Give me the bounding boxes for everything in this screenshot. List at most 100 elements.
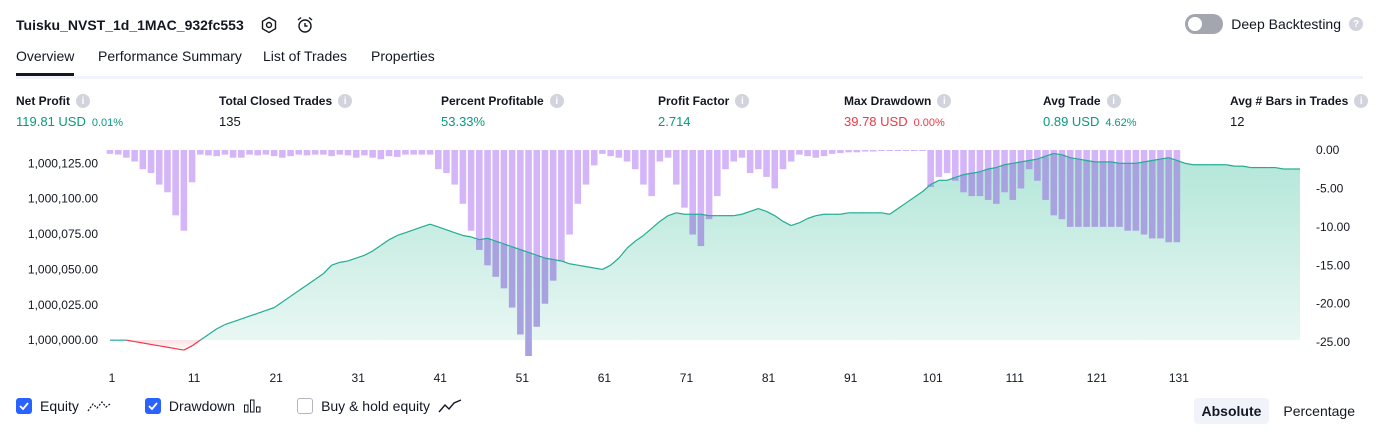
drawdown-bar [828, 150, 836, 154]
drawdown-bar [131, 150, 138, 162]
legend-equity[interactable]: Equity [16, 398, 111, 414]
metric-value: 0.89 USD [1043, 114, 1100, 129]
equity-line-segment [462, 234, 472, 238]
tab-performance-summary[interactable]: Performance Summary [98, 48, 242, 64]
drawdown-bar [393, 150, 401, 157]
equity-line-segment [766, 210, 776, 217]
info-icon[interactable]: ? [1349, 17, 1363, 31]
equity-line-segment [676, 212, 685, 215]
equity-line-segment [774, 215, 784, 222]
equity-line-segment [429, 223, 439, 228]
drawdown-bar [549, 150, 557, 281]
left-tick-label: 1,000,000.00 [28, 333, 98, 347]
equity-line-segment [306, 278, 316, 286]
settings-icon[interactable] [258, 14, 280, 36]
equity-line-segment [282, 295, 291, 303]
drawdown-bar [681, 150, 688, 208]
drawdown-bar [582, 150, 590, 185]
drawdown-checkbox[interactable] [144, 398, 161, 414]
drawdown-bar [730, 150, 738, 162]
metric-avg-bars: Avg # Bars in Trades i 12 [1230, 94, 1369, 129]
metric-label: Avg Trade [1043, 94, 1101, 108]
percentage-button[interactable]: Percentage [1283, 403, 1355, 419]
info-icon[interactable]: i [1106, 94, 1121, 108]
equity-line-segment [1176, 159, 1186, 164]
buy-hold-checkbox[interactable] [297, 398, 314, 414]
equity-line-segment [495, 240, 505, 245]
equity-line-segment [1275, 166, 1284, 170]
equity-line-segment [905, 196, 915, 204]
equity-line-segment [913, 191, 923, 198]
info-icon[interactable]: i [937, 94, 952, 108]
info-icon[interactable]: i [1354, 94, 1369, 108]
info-icon[interactable]: i [735, 94, 750, 108]
equity-line-segment [749, 208, 759, 212]
drawdown-overlap-bar [508, 246, 516, 308]
right-tick-label: -5.00 [1316, 181, 1344, 195]
drawdown-bar [123, 150, 130, 158]
drawdown-bar [270, 150, 278, 157]
drawdown-bar [443, 150, 450, 174]
equity-line-segment [232, 318, 242, 323]
deep-backtesting-toggle[interactable] [1185, 14, 1224, 34]
legend-drawdown[interactable]: Drawdown [144, 398, 263, 414]
drawdown-bar [434, 150, 442, 170]
drawdown-overlap-bar [1116, 163, 1123, 227]
equity-line-segment [216, 324, 226, 330]
left-tick-label: 1,000,100.00 [28, 192, 98, 206]
drawdown-bar [500, 150, 508, 289]
tab-properties[interactable]: Properties [371, 48, 435, 64]
drawdown-overlap-bar [484, 238, 491, 266]
drawdown-bar [664, 150, 672, 158]
equity-drawdown-chart: 1,000,000.00 1,000,025.00 1,000,050.00 1,00… [28, 143, 1350, 385]
drawdown-bar [336, 150, 344, 155]
tab-bar: Overview Performance Summary List of Tra… [16, 44, 1363, 79]
drawdown-bar [656, 150, 664, 162]
info-icon[interactable]: i [338, 94, 353, 108]
drawdown-overlap-bar [993, 167, 1000, 204]
drawdown-bar [467, 150, 475, 231]
tab-list-of-trades[interactable]: List of Trades [263, 48, 348, 64]
left-axis: 1,000,000.00 1,000,025.00 1,000,050.00 1,00… [28, 156, 98, 347]
equity-loss-area [110, 340, 1300, 351]
equity-checkbox[interactable] [16, 398, 32, 414]
tab-overview[interactable]: Overview [16, 48, 75, 76]
equity-line-segment [397, 232, 406, 237]
equity-line-segment [388, 234, 398, 241]
deep-backtesting: Deep Backtesting ? [1185, 14, 1363, 34]
info-icon[interactable]: i [549, 94, 564, 108]
right-axis: 0.00 -5.00 -10.00 -15.00 -20.00 -25.00 [1316, 143, 1350, 349]
strategy-header: Tuisku_NVST_1d_1MAC_932fc553 [16, 14, 316, 36]
line-chart-icon [438, 399, 462, 413]
equity-line-segment [1242, 165, 1251, 169]
equity-line-segment [191, 339, 201, 347]
absolute-button[interactable]: Absolute [1193, 398, 1270, 424]
metric-value: 53.33% [441, 114, 486, 129]
equity-line-segment [183, 345, 193, 351]
drawdown-bar [344, 150, 352, 156]
drawdown-overlap-bar [1075, 159, 1082, 227]
info-icon[interactable]: i [76, 94, 90, 108]
metric-percent-profitable: Percent Profitable i 53.33% [441, 94, 564, 129]
equity-line-segment [1160, 157, 1169, 160]
left-tick-label: 1,000,025.00 [28, 298, 98, 312]
drawdown-bar [139, 150, 147, 170]
drawdown-bar [796, 150, 803, 155]
drawdown-bar [886, 150, 893, 151]
equity-line-segment [265, 307, 275, 312]
metric-value: 39.78 USD [844, 114, 908, 129]
drawdown-bar [238, 150, 245, 158]
left-tick-label: 1,000,075.00 [28, 227, 98, 241]
equity-line-segment [659, 215, 669, 222]
equity-line-icon [87, 401, 111, 412]
metric-avg-trade: Avg Trade i 0.89 USD 4.62% [1043, 94, 1137, 129]
legend-buy-hold[interactable]: Buy & hold equity [297, 398, 462, 414]
drawdown-overlap-bar [1050, 153, 1058, 216]
drawdown-bar [287, 150, 294, 157]
equity-line-segment [364, 250, 373, 256]
equity-line-segment [405, 229, 414, 234]
equity-profit-area [110, 153, 1300, 341]
equity-line-segment [1168, 157, 1178, 162]
drawdown-overlap-bar [500, 243, 508, 289]
alarm-clock-icon[interactable] [294, 14, 316, 36]
